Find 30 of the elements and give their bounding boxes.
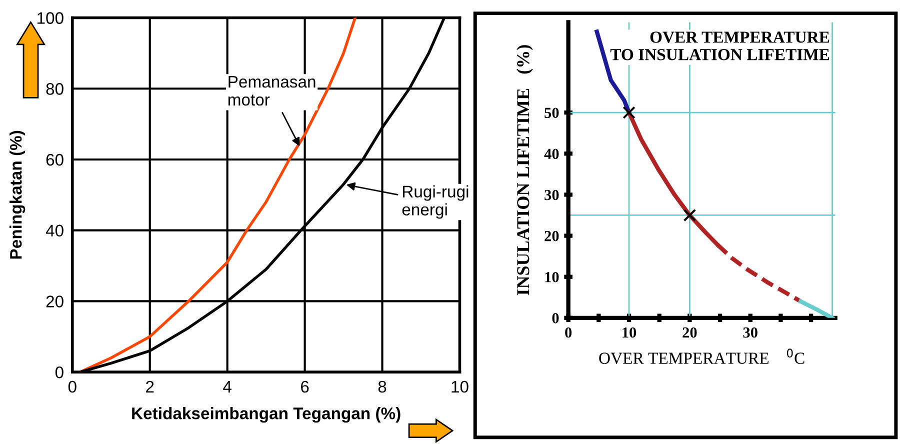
x-tick-label: 8 bbox=[378, 380, 386, 393]
y-tick-label: 40 bbox=[46, 224, 64, 237]
annotation: Rugi-rugi energi bbox=[402, 185, 468, 219]
x-tick-label: 6 bbox=[301, 380, 309, 393]
y-tick-label: 30 bbox=[544, 190, 559, 200]
y-tick-label: 100 bbox=[38, 12, 64, 24]
y-axis-title: Peningkatan (%) bbox=[10, 130, 26, 259]
x-tick-label: 10 bbox=[452, 380, 468, 393]
y-tick-label: 40 bbox=[544, 148, 559, 160]
y-tick-label: 50 bbox=[544, 108, 559, 118]
x-tick-label: 0 bbox=[68, 380, 76, 393]
y-tick-label: 20 bbox=[46, 296, 64, 308]
y-tick-label: 80 bbox=[46, 83, 64, 95]
x-tick-label: 10 bbox=[622, 327, 636, 338]
y-tick-label: 0 bbox=[552, 313, 559, 324]
y-tick-label: 60 bbox=[46, 154, 64, 166]
text: OVER TEMPERATURE TO INSULATION LIFETIME bbox=[610, 32, 830, 60]
x-tick-label: 20 bbox=[682, 327, 697, 338]
x-tick-label: 0 bbox=[565, 327, 572, 338]
x-axis-title: OVER TEMPERATURE $^{0}$C bbox=[599, 348, 804, 364]
x-tick-label: 4 bbox=[223, 381, 232, 392]
annotation: Pemanasan motor bbox=[228, 76, 316, 106]
x-tick-label: 2 bbox=[146, 380, 154, 392]
y-tick-label: 10 bbox=[545, 272, 559, 282]
x-axis-title: Ketidakseimbangan Tegangan (%) bbox=[132, 407, 400, 423]
line-series bbox=[78, 18, 357, 372]
y-tick-label: 20 bbox=[544, 230, 559, 242]
x-tick-label: 30 bbox=[743, 327, 758, 338]
y-tick-label: 0 bbox=[55, 366, 64, 378]
y-axis-title: INSULATION LIFETIME (%) bbox=[516, 45, 533, 296]
